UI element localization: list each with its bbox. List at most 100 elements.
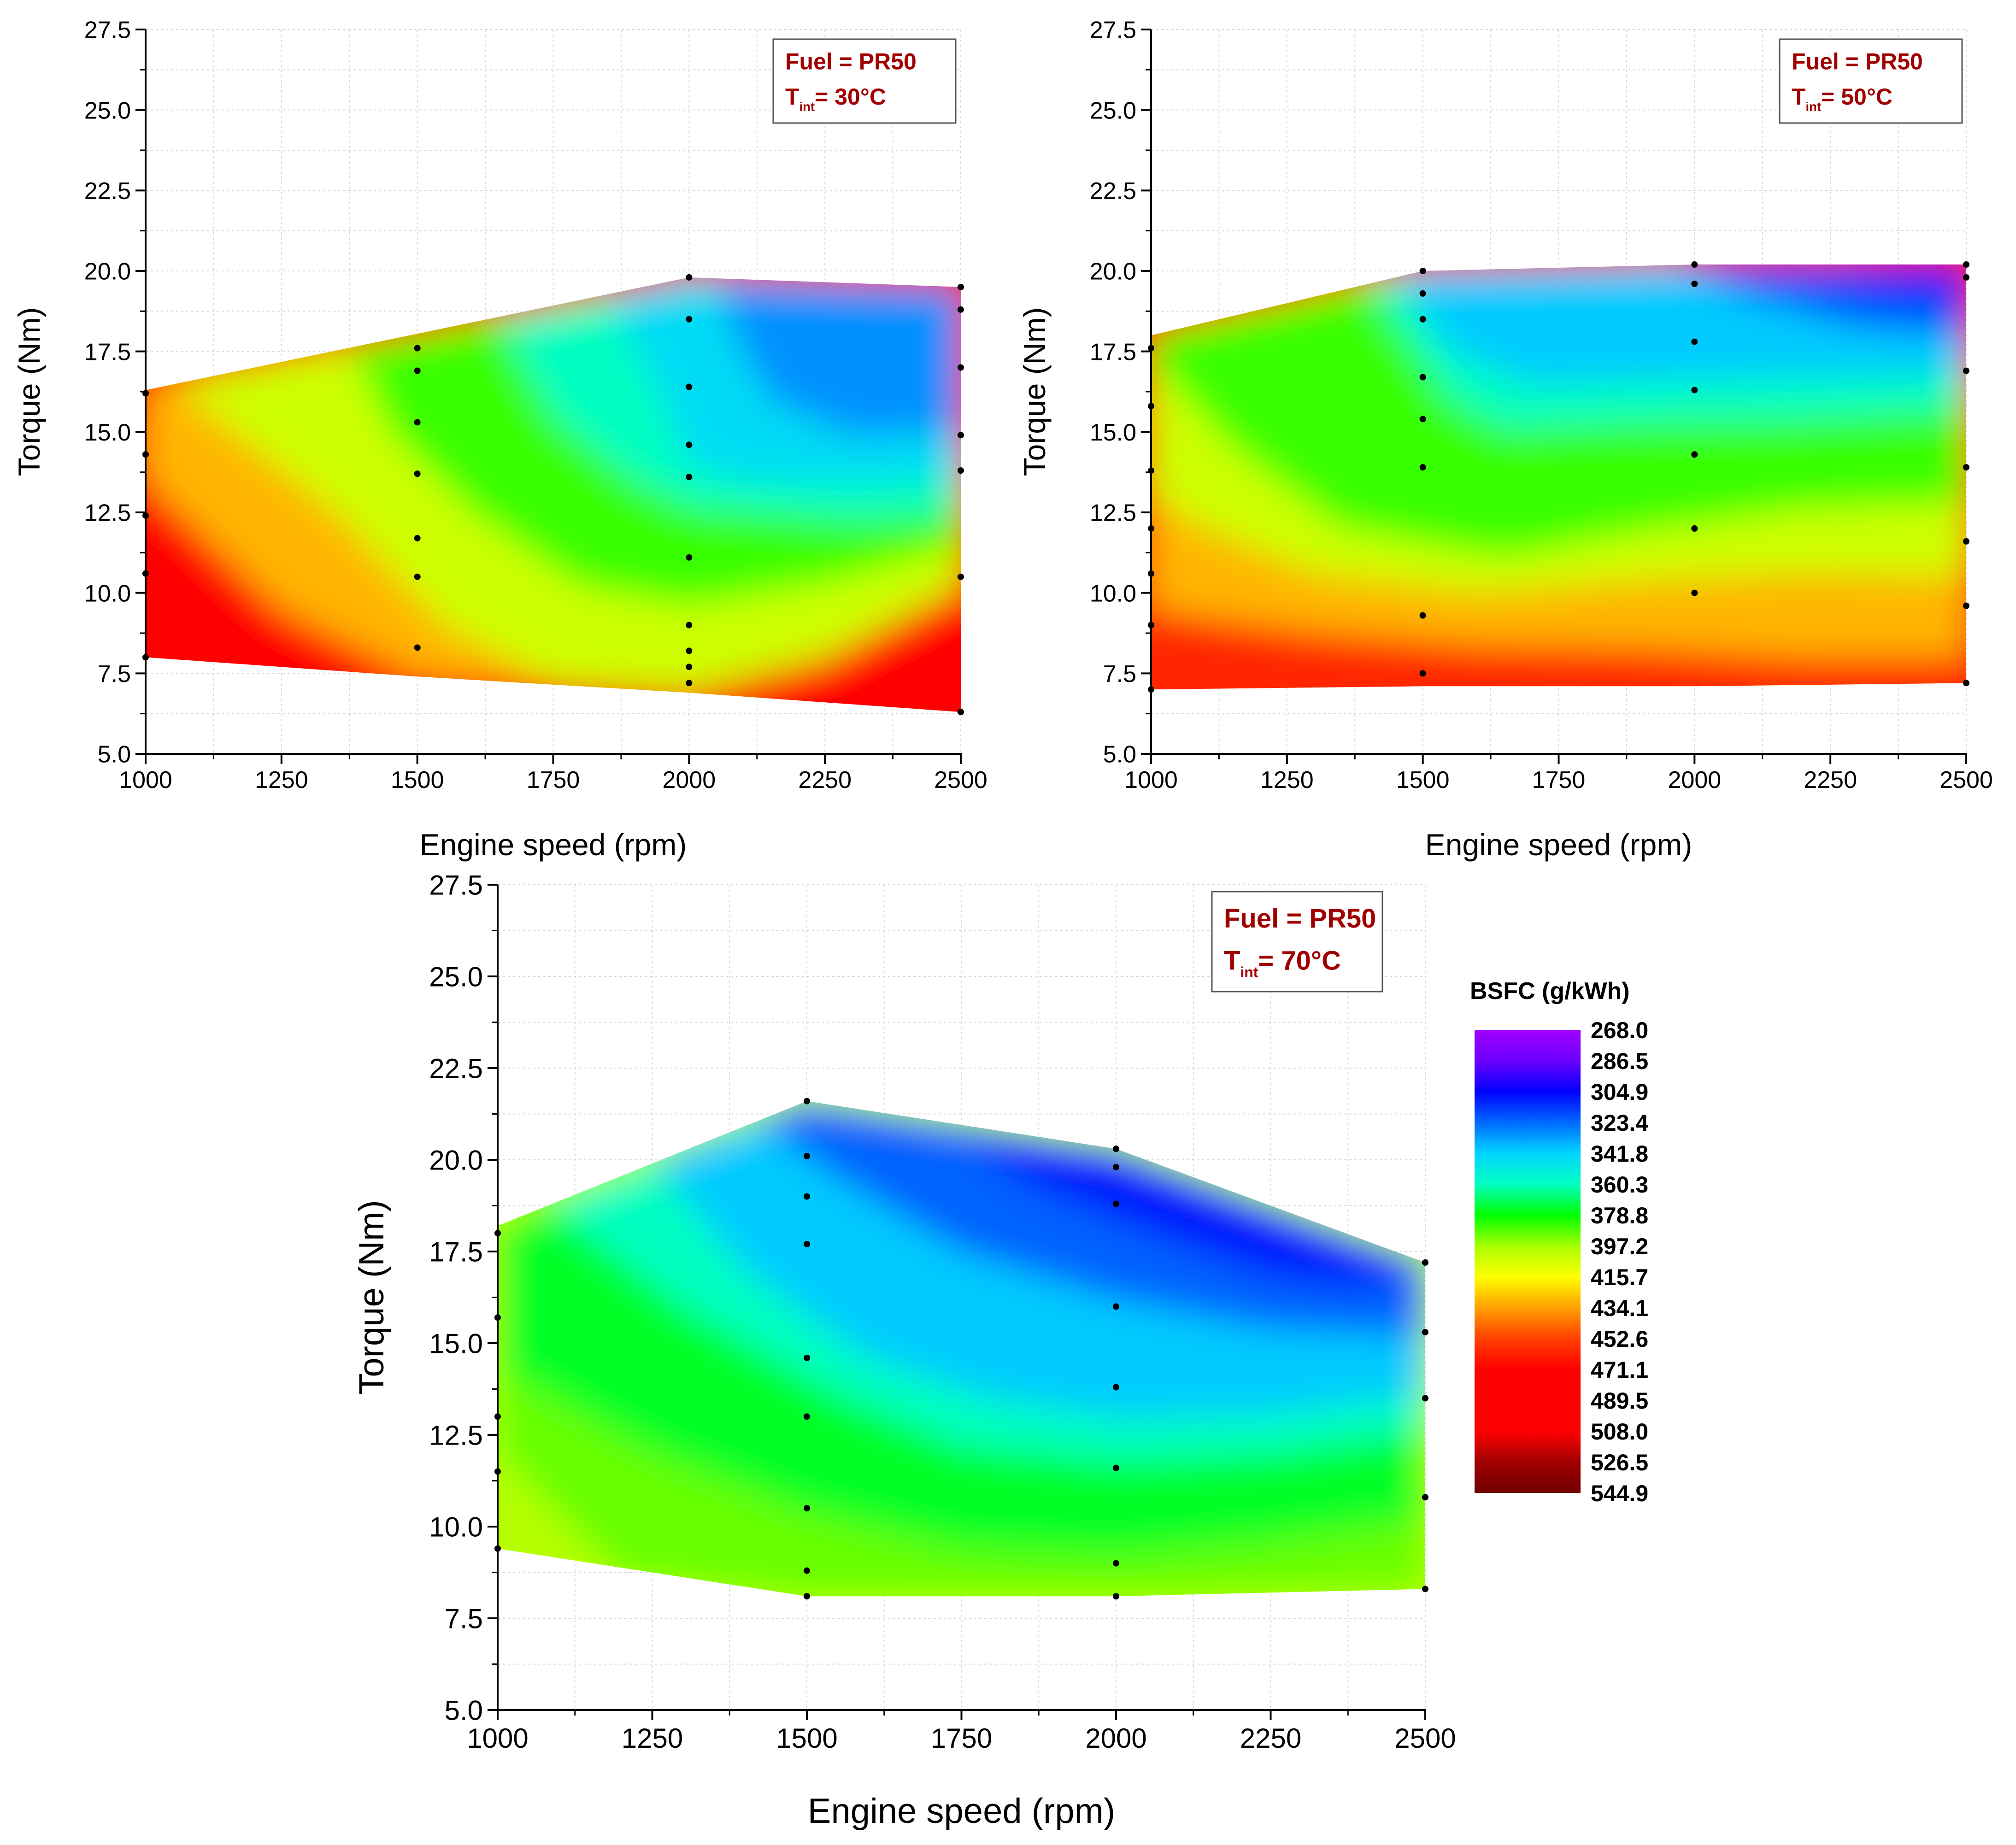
measurement-point [1422,1586,1428,1592]
x-tick-label: 1750 [527,767,580,793]
measurement-point [1963,274,1969,281]
tint-value: = 50°C [1821,84,1893,110]
measurement-point [1422,1259,1428,1266]
measurement-point [1422,1494,1428,1501]
measurement-point [1691,338,1698,345]
measurement-point [1691,589,1698,596]
x-tick-label: 1000 [467,1723,528,1754]
x-tick-label: 2000 [1085,1723,1146,1754]
y-tick-label: 17.5 [1090,339,1136,365]
x-axis-title: Engine speed (rpm) [808,1792,1115,1831]
measurement-point [1691,525,1698,532]
measurement-point [804,1354,810,1361]
measurement-point [414,470,421,477]
measurement-point [414,345,421,352]
colorbar-level-label: 471.1 [1591,1357,1648,1383]
colorbar-level-label: 341.8 [1591,1141,1648,1167]
annotation-box: Fuel = PR50 Tint= 50°C [1779,38,1963,124]
y-tick-label: 17.5 [429,1237,483,1268]
colorbar-level-label: 544.9 [1591,1481,1648,1506]
y-tick-label: 17.5 [84,339,131,365]
measurement-point [804,1241,810,1248]
measurement-point [1419,612,1426,619]
measurement-point [1963,464,1969,471]
colorbar-level-label: 323.4 [1591,1110,1648,1136]
measurement-point [1113,1593,1119,1600]
y-tick-label: 27.5 [1090,17,1136,44]
measurement-point [958,432,964,439]
y-tick-label: 7.5 [1103,661,1136,687]
x-tick-label: 2250 [1240,1723,1301,1754]
measurement-point [686,622,693,629]
annotation-tint: Tint= 70°C [1224,946,1341,980]
y-tick-label: 5.0 [445,1695,483,1726]
y-tick-label: 22.5 [1090,178,1136,205]
y-tick-label: 27.5 [84,17,131,44]
measurement-point [686,316,693,323]
contour-bands [1151,264,1966,690]
measurement-points [494,1098,1428,1600]
contour-bands [146,277,961,712]
measurement-point [686,680,693,687]
colorbar-level-label: 286.5 [1591,1048,1648,1074]
measurement-point [686,664,693,670]
measurement-point [414,573,421,580]
measurement-point [958,283,964,290]
annotation-box: Fuel = PR50 Tint= 70°C [1211,891,1383,993]
measurement-point [958,306,964,313]
measurement-point [1963,261,1969,268]
measurement-point [804,1193,810,1200]
measurement-point [1963,538,1969,545]
x-tick-label: 1250 [622,1723,683,1754]
measurement-point [1419,374,1426,381]
colorbar-level-label: 268.0 [1591,1017,1648,1043]
measurement-point [1691,261,1698,268]
measurement-point [804,1505,810,1512]
y-axis-title: Torque (Nm) [1017,307,1052,476]
y-axis-title: Torque (Nm) [352,1200,391,1394]
y-tick-label: 10.0 [1090,580,1136,607]
y-tick-label: 12.5 [429,1420,483,1451]
measurement-point [686,274,693,281]
measurement-point [804,1413,810,1420]
measurement-point [1422,1395,1428,1402]
measurement-point [1419,670,1426,677]
measurement-point [414,367,421,374]
measurement-point [686,647,693,654]
contour-bands [498,1101,1425,1597]
tint-value: = 30°C [815,84,886,110]
colorbar-level-label: 434.1 [1591,1295,1648,1321]
annotation-fuel: Fuel = PR50 [785,49,917,75]
contour-band [716,283,961,435]
measurement-points [1148,261,1969,693]
measurement-point [686,383,693,390]
x-tick-label: 1000 [119,767,172,793]
annotation-tint: Tint= 30°C [785,84,886,114]
measurement-point [414,419,421,426]
x-tick-label: 2250 [1804,767,1857,793]
y-tick-label: 12.5 [84,500,131,527]
y-tick-label: 12.5 [1090,500,1136,527]
measurement-point [1113,1464,1119,1471]
x-tick-label: 2000 [662,767,716,793]
y-tick-label: 15.0 [429,1328,483,1359]
colorbar-level-label: 452.6 [1591,1326,1648,1352]
annotation-frame [1211,891,1383,993]
colorbar: BSFC (g/kWh) 268.0 286.5 304.9 323.4 341.8 360… [1470,978,1648,1506]
annotation-fuel: Fuel = PR50 [1792,49,1923,75]
tint-symbol: T [1792,84,1806,110]
x-tick-label: 2500 [934,767,987,793]
y-tick-label: 27.5 [429,870,483,901]
measurement-point [686,554,693,561]
tint-subscript: int [1240,964,1258,981]
contour-surface [1151,264,1966,690]
measurement-points [142,274,964,716]
colorbar-level-label: 508.0 [1591,1419,1648,1445]
chart-panel-2: 1000 1250 1500 1750 2000 2250 2500 5.0 7.5 10.0 12… [1017,17,1993,862]
y-tick-label: 20.0 [429,1145,483,1176]
tint-subscript: int [1806,100,1822,114]
x-tick-label: 1250 [1260,767,1314,793]
colorbar-title: BSFC (g/kWh) [1470,978,1630,1005]
measurement-point [1113,1200,1119,1207]
